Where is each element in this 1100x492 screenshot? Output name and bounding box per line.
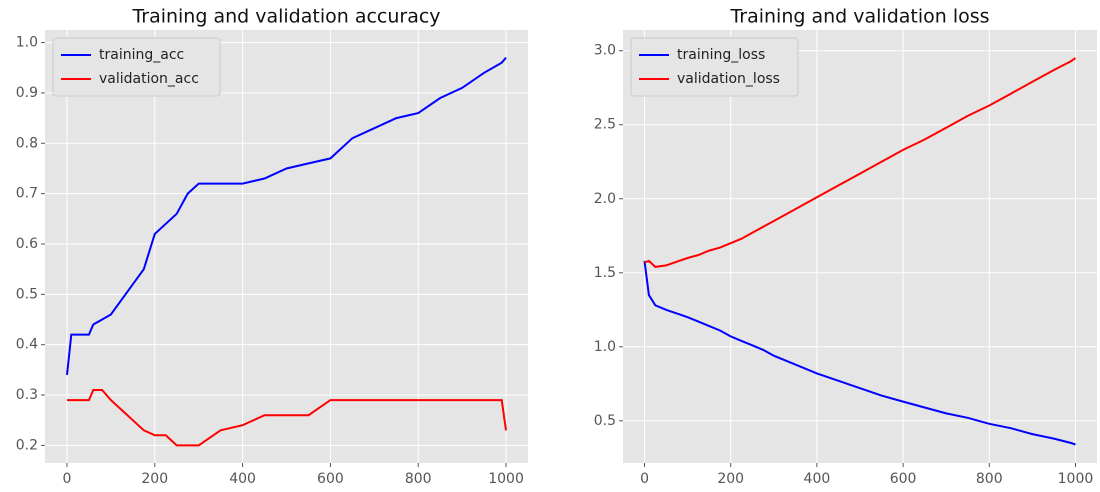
plot-area (45, 30, 528, 463)
chart-title: Training and validation loss (729, 6, 989, 28)
x-tick-label: 600 (890, 471, 917, 487)
x-tick-label: 1000 (1058, 471, 1094, 487)
legend-label: training_acc (99, 47, 184, 63)
y-tick-label: 2.0 (594, 191, 616, 207)
legend-label: validation_acc (99, 71, 199, 87)
x-tick-label: 800 (976, 471, 1003, 487)
x-tick-label: 1000 (488, 471, 524, 487)
legend-label: training_loss (677, 47, 765, 63)
y-tick-label: 1.5 (594, 265, 616, 281)
y-tick-label: 1.0 (16, 35, 38, 51)
y-tick-label: 2.5 (594, 117, 616, 133)
chart-title: Training and validation accuracy (131, 6, 440, 28)
plot-area (623, 30, 1097, 463)
x-tick-label: 0 (640, 471, 649, 487)
y-tick-label: 3.0 (594, 43, 616, 59)
x-tick-label: 800 (405, 471, 432, 487)
x-tick-label: 0 (62, 471, 71, 487)
y-tick-label: 0.6 (16, 236, 38, 252)
series-line (67, 389, 507, 447)
series-line (643, 260, 1076, 446)
x-tick-label: 200 (141, 471, 168, 487)
x-tick-label: 200 (717, 471, 744, 487)
series-line (66, 57, 507, 376)
y-tick-label: 0.9 (16, 85, 38, 101)
y-tick-label: 0.5 (594, 413, 616, 429)
legend-box (630, 37, 799, 97)
series-line (644, 57, 1077, 268)
y-tick-label: 0.3 (16, 387, 38, 403)
x-tick-label: 400 (229, 471, 256, 487)
y-tick-label: 1.0 (594, 339, 616, 355)
y-tick-label: 0.7 (16, 186, 38, 202)
y-tick-label: 0.4 (16, 337, 38, 353)
legend-label: validation_loss (677, 71, 780, 87)
x-tick-label: 400 (804, 471, 831, 487)
x-tick-label: 600 (317, 471, 344, 487)
y-tick-label: 0.5 (16, 286, 38, 302)
y-tick-label: 0.2 (16, 437, 38, 453)
legend-box (52, 37, 221, 97)
y-tick-label: 0.8 (16, 135, 38, 151)
